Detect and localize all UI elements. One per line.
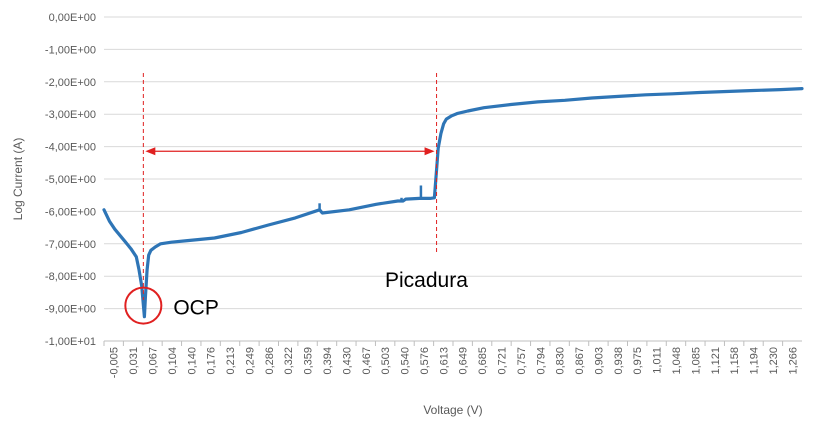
x-tick-label: 1,266	[787, 347, 799, 375]
x-tick-label: 0,067	[147, 347, 159, 375]
x-tick-label: 0,430	[341, 347, 353, 375]
y-tick-label: -7,00E+00	[45, 239, 96, 251]
y-axis-title: Log Current (A)	[11, 138, 25, 221]
x-axis-ticks: -0,005 0,031 0,067 0,104 0,140 0,176 0,213 0,24…	[103, 341, 799, 378]
x-tick-label: 0,503	[380, 347, 392, 375]
x-tick-label: 1,011	[652, 347, 664, 374]
x-tick-label: 0,830	[555, 347, 567, 375]
x-tick-label: 0,685	[477, 347, 489, 375]
x-tick-label: -0,005	[109, 347, 121, 378]
x-tick-label: 0,649	[458, 347, 470, 375]
current-series-line	[102, 86, 804, 319]
x-tick-label: 0,140	[186, 347, 198, 375]
x-tick-label: 0,721	[496, 347, 508, 375]
x-tick-label: 1,048	[671, 347, 683, 375]
x-tick-label: 0,249	[244, 347, 256, 375]
y-tick-label: -8,00E+00	[45, 271, 96, 283]
annotations	[124, 73, 438, 325]
x-tick-label: 0,322	[283, 347, 295, 375]
x-tick-label: 1,158	[729, 347, 741, 375]
x-tick-label: 0,613	[438, 347, 450, 375]
y-axis-ticks: 0,00E+00 -1,00E+00 -2,00E+00 -3,00E+00 -4,00…	[45, 12, 96, 348]
x-tick-label: 0,540	[400, 347, 412, 375]
y-tick-label: -5,00E+00	[45, 174, 96, 186]
x-tick-label: 0,359	[303, 347, 315, 375]
x-tick-label: 1,121	[710, 347, 722, 375]
x-tick-label: 0,975	[632, 347, 644, 375]
arrow-head-left	[145, 147, 156, 156]
x-tick-label: 0,467	[361, 347, 373, 375]
x-tick-label: 0,394	[322, 347, 334, 375]
y-tick-label: -1,00E+00	[45, 44, 96, 56]
x-tick-label: 0,867	[574, 347, 586, 375]
x-axis-title: Voltage (V)	[423, 403, 482, 417]
y-tick-label: 0,00E+00	[49, 12, 96, 24]
x-tick-label: 0,213	[225, 347, 237, 375]
y-tick-label: -6,00E+00	[45, 206, 96, 218]
x-tick-label: 1,230	[768, 347, 780, 375]
arrow-head-right	[424, 147, 435, 156]
x-tick-label: 0,104	[167, 347, 179, 375]
x-tick-label: 0,286	[264, 347, 276, 375]
y-tick-label: -9,00E+00	[45, 304, 96, 316]
x-tick-label: 0,031	[128, 347, 140, 375]
x-tick-label: 0,576	[419, 347, 431, 375]
x-tick-label: 0,938	[613, 347, 625, 375]
grid-lines	[104, 16, 802, 342]
ocp-circle	[124, 286, 163, 325]
picadura-label: Picadura	[385, 269, 468, 292]
data-series	[102, 86, 804, 319]
x-tick-label: 0,176	[206, 347, 218, 375]
x-tick-label: 1,194	[749, 347, 761, 375]
y-tick-label: -2,00E+00	[45, 77, 96, 89]
x-tick-label: 0,794	[535, 347, 547, 375]
x-tick-label: 0,903	[593, 347, 605, 375]
x-tick-label: 0,757	[516, 347, 528, 375]
y-tick-label: -1,00E+01	[45, 336, 96, 348]
x-tick-label: 1,085	[690, 347, 702, 375]
y-tick-label: -4,00E+00	[45, 142, 96, 154]
y-tick-label: -3,00E+00	[45, 109, 96, 121]
ocp-label: OCP	[173, 297, 219, 320]
